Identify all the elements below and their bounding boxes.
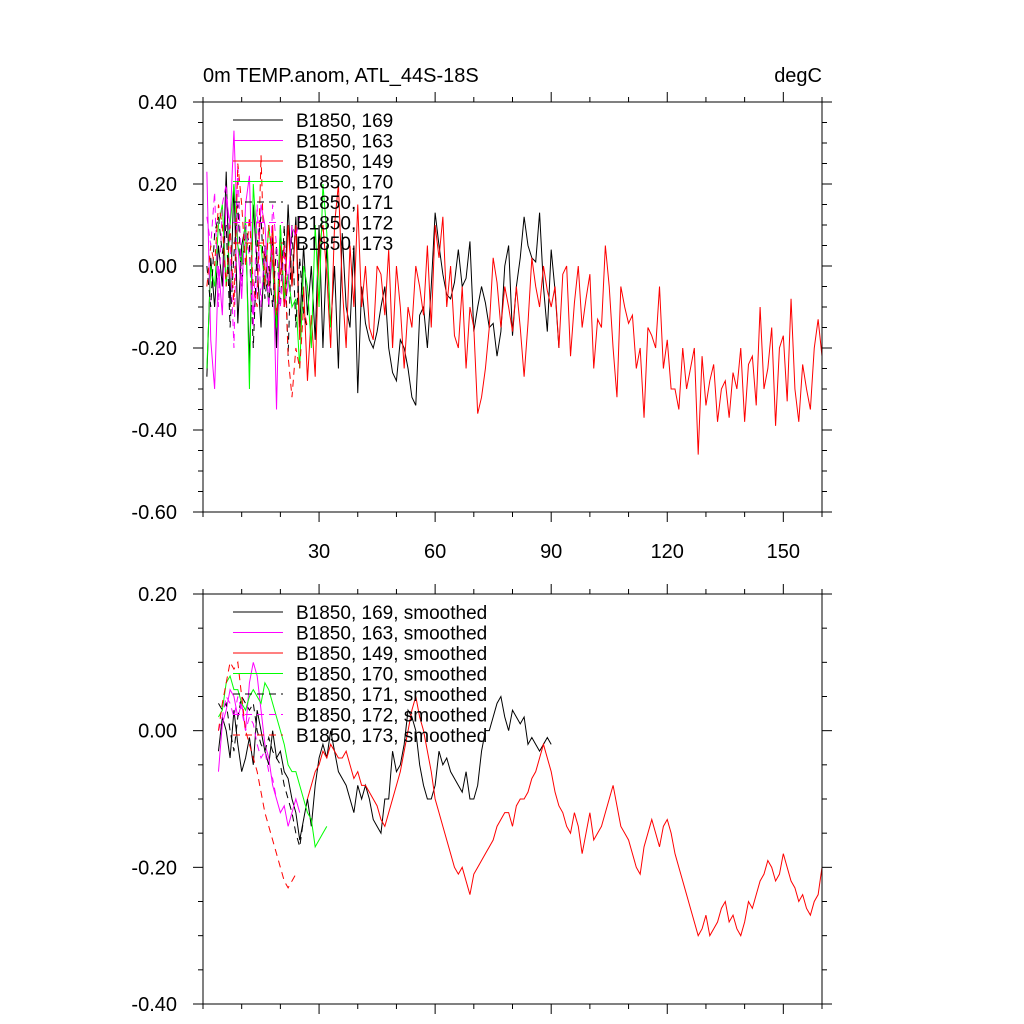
y-tick-label: 0.00 [138, 721, 177, 743]
series-line [218, 674, 328, 849]
legend-label: B1850, 170 [296, 173, 393, 194]
y-tick-label: -0.20 [131, 857, 177, 879]
x-tick-label: 60 [424, 541, 446, 563]
series-line [206, 204, 308, 357]
y-tick-label: 0.20 [138, 174, 177, 196]
series-line [218, 695, 305, 847]
y-tick-label: 0.00 [138, 256, 177, 278]
series-line [217, 695, 278, 800]
legend-label: B1850, 170, smoothed [296, 665, 487, 686]
legend-label: B1850, 169, smoothed [296, 603, 487, 624]
series-line [217, 660, 297, 889]
series-line [206, 155, 308, 398]
series-line [268, 183, 822, 455]
legend-label: B1850, 149 [296, 152, 393, 173]
legend-label: B1850, 171 [296, 193, 393, 214]
legend-label: B1850, 163 [296, 132, 393, 153]
series-line [206, 130, 293, 410]
legend-label: B1850, 172, smoothed [296, 706, 487, 727]
y-tick-label: -0.60 [131, 502, 177, 524]
bottom-panel: 0.200.00-0.20-0.40 B1850, 169, smoothedB… [131, 584, 832, 1016]
y-tick-label: -0.40 [131, 994, 177, 1016]
top-plot-frame [202, 101, 823, 513]
series-line [217, 695, 552, 841]
y-tick-label: 0.20 [138, 584, 177, 606]
y-tick-label: -0.20 [131, 338, 177, 360]
bottom-plot-frame [202, 593, 823, 1005]
legend-label: B1850, 173 [296, 234, 393, 255]
series-line [217, 662, 301, 827]
top-panel: 0m TEMP.anom, ATL_44S-18S degC 0.40 0.20 0… [131, 65, 832, 563]
top-chart-title: 0m TEMP.anom, ATL_44S-18S [203, 65, 479, 87]
legend-label: B1850, 163, smoothed [296, 624, 487, 645]
x-tick-label: 150 [767, 541, 800, 563]
x-tick-label: 120 [651, 541, 684, 563]
y-tick-label: -0.40 [131, 420, 177, 442]
top-chart-units: degC [774, 65, 822, 87]
series-line [306, 696, 822, 938]
y-tick-label: 0.40 [138, 92, 177, 114]
legend-label: B1850, 173, smoothed [296, 726, 487, 747]
x-tick-label: 90 [540, 541, 562, 563]
x-tick-label: 30 [308, 541, 330, 563]
legend-label: B1850, 172 [296, 214, 393, 235]
legend-label: B1850, 149, smoothed [296, 644, 487, 665]
legend-label: B1850, 169 [296, 111, 393, 132]
legend-label: B1850, 171, smoothed [296, 685, 487, 706]
